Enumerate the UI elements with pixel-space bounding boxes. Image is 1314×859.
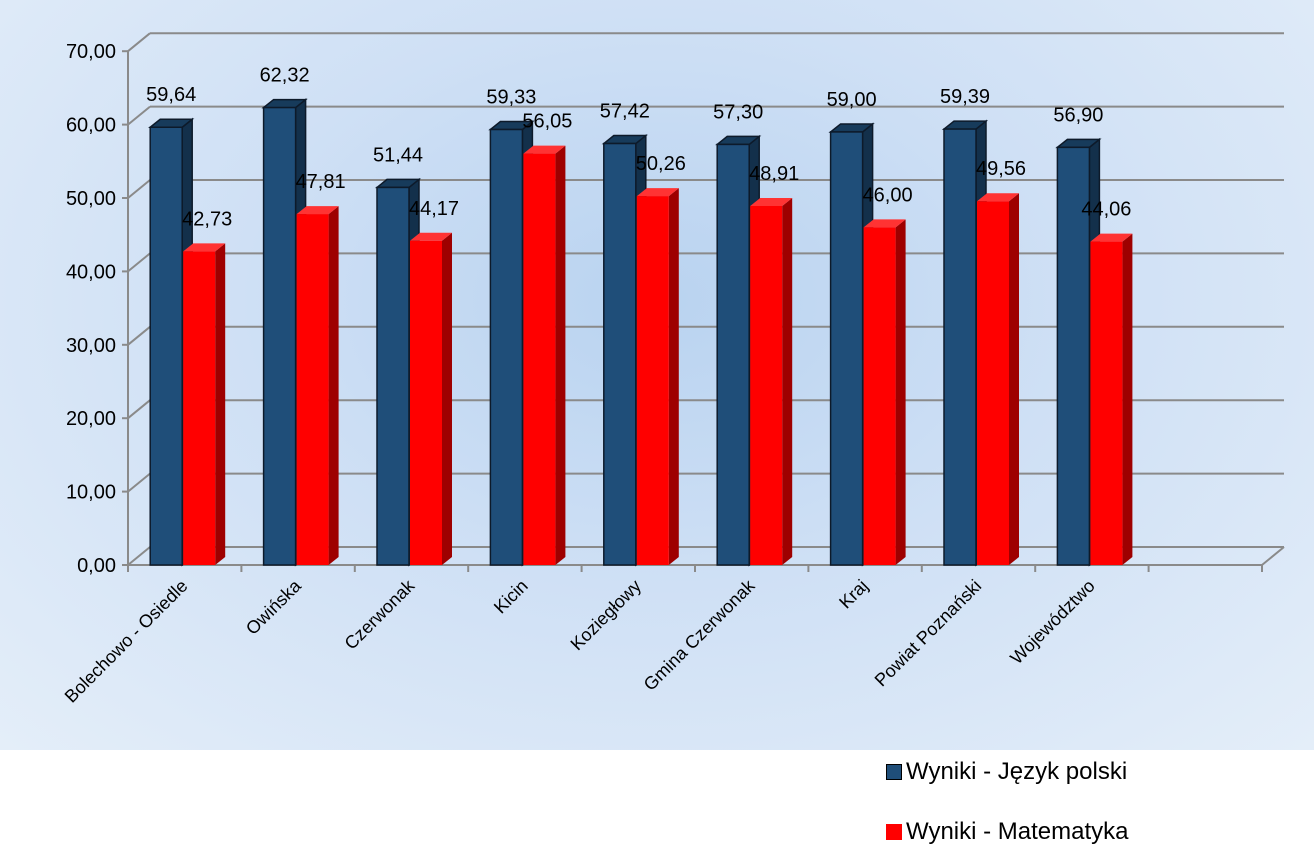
y-tick-label: 10,00 <box>66 482 116 504</box>
data-label-jezyk-polski: 56,90 <box>1053 104 1103 126</box>
x-tick-label: Owińska <box>242 575 306 639</box>
gridline-diag <box>127 179 151 199</box>
x-tick-label: Powiat Poznański <box>871 576 986 691</box>
data-label-matematyka: 48,91 <box>749 163 799 185</box>
data-label-matematyka: 44,17 <box>409 198 459 220</box>
bar-side <box>442 232 452 565</box>
legend-swatch-matematyka <box>886 824 902 840</box>
gridline-diag <box>127 399 151 419</box>
y-tick-label: 20,00 <box>66 408 116 430</box>
bar-jezyk-polski <box>1056 146 1091 566</box>
gridline-diag <box>127 546 151 566</box>
legend: Wyniki - Język polski Wyniki - Matematyk… <box>886 758 1306 858</box>
data-label-jezyk-polski: 57,42 <box>600 101 650 123</box>
bar-jezyk-polski <box>376 186 410 566</box>
bar-matematyka <box>410 240 442 565</box>
bar-jezyk-polski <box>716 143 750 566</box>
data-label-matematyka: 56,05 <box>522 111 572 133</box>
bar-matematyka <box>750 206 783 565</box>
x-tick-label: Województwo <box>1006 576 1098 668</box>
x-tick-label: Kraj <box>835 576 872 613</box>
data-label-matematyka: 46,00 <box>863 184 913 206</box>
bar-jezyk-polski <box>829 131 864 566</box>
bar-side <box>328 206 339 566</box>
bar-side <box>555 145 566 565</box>
bar-matematyka <box>636 196 669 565</box>
bar-jezyk-polski <box>943 128 977 566</box>
y-tick-label: 40,00 <box>66 261 116 283</box>
data-label-jezyk-polski: 59,00 <box>827 89 877 111</box>
bar-jezyk-polski <box>489 128 524 566</box>
x-tick-label: Bolechowo - Osiedle <box>61 576 192 707</box>
bar-top <box>977 193 1019 202</box>
chart-panel: 0,00 10,00 20,00 30,00 40,00 50,00 60,00 70,00 5… <box>0 0 1314 750</box>
data-label-jezyk-polski: 51,44 <box>373 144 423 166</box>
data-label-matematyka: 49,56 <box>976 158 1026 180</box>
bar-top <box>863 219 906 228</box>
bar-matematyka <box>863 227 896 566</box>
gridline-diag <box>127 32 151 52</box>
bar-matematyka <box>1090 241 1123 565</box>
data-label-jezyk-polski: 59,39 <box>940 86 990 108</box>
gridline-diag <box>127 252 151 273</box>
bar-top <box>296 206 339 215</box>
legend-label-matematyka: Wyniki - Matematyka <box>906 818 1129 845</box>
bar-side <box>1009 193 1019 565</box>
bar-top <box>636 188 679 197</box>
y-tick-label: 70,00 <box>66 41 116 63</box>
bar-side <box>782 198 793 565</box>
bar-jezyk-polski <box>262 106 297 566</box>
data-label-jezyk-polski: 59,33 <box>486 87 536 109</box>
data-label-matematyka: 47,81 <box>296 171 346 193</box>
bar-matematyka <box>977 201 1009 565</box>
y-tick-label: 60,00 <box>66 115 116 137</box>
legend-item-matematyka: Wyniki - Matematyka <box>886 818 1129 846</box>
data-label-matematyka: 44,06 <box>1081 199 1131 221</box>
bar-jezyk-polski <box>603 142 637 566</box>
data-label-matematyka: 42,73 <box>182 208 232 230</box>
data-label-jezyk-polski: 57,30 <box>713 101 763 123</box>
data-label-jezyk-polski: 59,64 <box>146 84 196 106</box>
y-tick-label: 50,00 <box>66 188 116 210</box>
legend-item-jezyk-polski: Wyniki - Język polski <box>886 758 1127 786</box>
bar-top <box>183 243 226 252</box>
bar-top <box>523 145 566 154</box>
bar-side <box>895 219 906 566</box>
data-label-jezyk-polski: 62,32 <box>260 65 310 87</box>
data-label-matematyka: 50,26 <box>636 153 686 175</box>
chart-svg: 0,00 10,00 20,00 30,00 40,00 50,00 60,00 70,00 5… <box>61 32 1285 707</box>
y-tick-label: 30,00 <box>66 335 116 357</box>
y-tick-label: 0,00 <box>77 555 116 577</box>
bar-matematyka <box>183 251 216 565</box>
x-tick-label: Koziegłowy <box>567 576 646 655</box>
x-tick-label: Kicin <box>490 576 532 618</box>
gridline-diag <box>127 105 151 126</box>
bar-side <box>215 243 226 565</box>
bar-top <box>410 232 452 241</box>
bar-matematyka <box>296 214 329 566</box>
x-tick-label: Gmina Czerwonak <box>640 575 760 695</box>
x-tick-label: Czerwonak <box>341 575 420 654</box>
bar-top <box>1090 233 1133 242</box>
legend-label-jezyk-polski: Wyniki - Język polski <box>906 758 1128 785</box>
gridline-diag <box>127 326 151 346</box>
bar-jezyk-polski <box>149 126 183 566</box>
bar-side <box>1122 233 1133 565</box>
legend-swatch-jezyk-polski <box>886 764 902 780</box>
floor-edge <box>1261 546 1285 566</box>
bar-matematyka <box>523 153 556 565</box>
gridline-diag <box>127 472 151 493</box>
bar-side <box>668 188 679 565</box>
bar-top <box>750 198 793 207</box>
